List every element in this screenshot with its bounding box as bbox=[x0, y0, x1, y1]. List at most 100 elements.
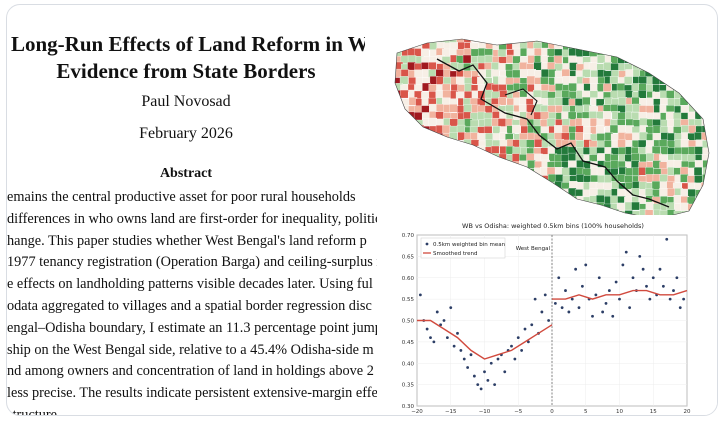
map-cell bbox=[462, 54, 472, 64]
map-cell bbox=[387, 98, 395, 106]
map-cell bbox=[513, 188, 522, 197]
data-point bbox=[439, 323, 443, 327]
map-cell bbox=[666, 69, 675, 78]
map-cell bbox=[645, 188, 654, 197]
map-cell bbox=[693, 167, 703, 176]
map-cell bbox=[443, 202, 453, 211]
map-cell bbox=[575, 201, 584, 211]
map-cell bbox=[450, 140, 459, 149]
map-cell bbox=[422, 182, 431, 191]
map-cell bbox=[499, 182, 508, 191]
map-cell bbox=[442, 124, 451, 134]
map-cell bbox=[547, 196, 556, 205]
map-cell bbox=[400, 168, 410, 178]
map-cell bbox=[429, 133, 438, 142]
abstract-line: e effects on landholding patterns visibl… bbox=[7, 276, 373, 293]
map-cell bbox=[708, 98, 709, 107]
map-cell bbox=[471, 181, 481, 190]
map-cell bbox=[716, 196, 717, 204]
map-cell bbox=[639, 41, 649, 50]
abstract-line: 1977 tenancy registration (Operation Bar… bbox=[7, 254, 377, 271]
map-cell bbox=[666, 90, 675, 99]
map-cell bbox=[491, 175, 500, 184]
map-cell bbox=[547, 48, 556, 57]
data-point bbox=[628, 306, 632, 310]
map-cell bbox=[701, 48, 709, 57]
map-cell bbox=[652, 76, 661, 85]
data-point bbox=[486, 378, 490, 382]
map-cell bbox=[476, 175, 486, 184]
map-cell bbox=[401, 39, 410, 44]
map-cell bbox=[701, 105, 709, 115]
map-cell bbox=[716, 91, 717, 99]
map-cell bbox=[575, 39, 584, 43]
data-point bbox=[459, 349, 463, 352]
map-cell bbox=[484, 167, 493, 176]
map-cell bbox=[646, 62, 655, 72]
map-cell bbox=[395, 175, 403, 184]
map-cell bbox=[395, 119, 396, 129]
map-cell bbox=[395, 160, 403, 169]
map-cell bbox=[395, 68, 402, 78]
map-cell bbox=[484, 202, 494, 212]
map-cell bbox=[555, 196, 564, 205]
map-cell bbox=[435, 167, 444, 176]
map-cell bbox=[399, 189, 409, 198]
map-cell bbox=[407, 147, 416, 156]
legend: 0.5km weighted bin mean Smoothed trend bbox=[420, 237, 506, 259]
map-cell bbox=[686, 55, 696, 64]
map-cell bbox=[421, 202, 430, 212]
map-cell bbox=[463, 196, 473, 205]
map-cell bbox=[428, 117, 438, 127]
map-cell bbox=[387, 48, 395, 56]
map-cell bbox=[464, 202, 474, 212]
map-cell bbox=[429, 103, 438, 113]
map-cell bbox=[485, 182, 494, 191]
map-cell bbox=[547, 202, 556, 212]
map-cell bbox=[653, 55, 662, 64]
map-cell bbox=[498, 196, 507, 205]
map-cell bbox=[702, 90, 709, 99]
map-cell bbox=[505, 182, 514, 191]
map-cell bbox=[708, 160, 709, 169]
map-cell bbox=[666, 47, 675, 57]
map-cell bbox=[610, 195, 619, 204]
map-cell bbox=[428, 203, 437, 212]
map-cell bbox=[471, 154, 480, 163]
map-cell bbox=[708, 119, 709, 129]
west-bengal-annotation: West Bengal bbox=[516, 246, 551, 252]
data-point bbox=[516, 336, 520, 339]
map-cell bbox=[581, 40, 591, 50]
data-point bbox=[533, 297, 537, 301]
map-cell bbox=[484, 54, 494, 64]
map-cell bbox=[471, 174, 480, 183]
post-card[interactable]: Long-Run Effects of Land Reform in West … bbox=[6, 4, 718, 416]
map-cell bbox=[399, 41, 409, 50]
map-cell bbox=[659, 188, 668, 197]
map-cell bbox=[568, 152, 577, 162]
map-cell bbox=[623, 76, 633, 85]
map-cell bbox=[401, 153, 410, 162]
data-point bbox=[574, 267, 578, 271]
map-cell bbox=[702, 76, 709, 85]
map-cell bbox=[478, 188, 488, 197]
data-point bbox=[614, 280, 618, 284]
abstract-line: emains the central productive asset for … bbox=[7, 189, 356, 205]
map-cell bbox=[665, 111, 675, 120]
map-cell bbox=[596, 133, 606, 142]
map-cell bbox=[499, 203, 508, 212]
map-cell bbox=[470, 168, 480, 177]
map-cell bbox=[539, 196, 549, 205]
map-cell bbox=[540, 76, 549, 86]
map-cell bbox=[660, 62, 669, 71]
map-cell bbox=[568, 203, 577, 212]
data-point bbox=[665, 237, 669, 241]
map-cell bbox=[645, 167, 654, 176]
map-cell bbox=[395, 153, 396, 162]
map-cell bbox=[716, 134, 717, 142]
map-cell bbox=[609, 124, 619, 134]
map-cell bbox=[638, 56, 647, 65]
map-cell bbox=[716, 77, 717, 85]
map-cell bbox=[716, 161, 717, 169]
map-cell bbox=[554, 125, 563, 134]
